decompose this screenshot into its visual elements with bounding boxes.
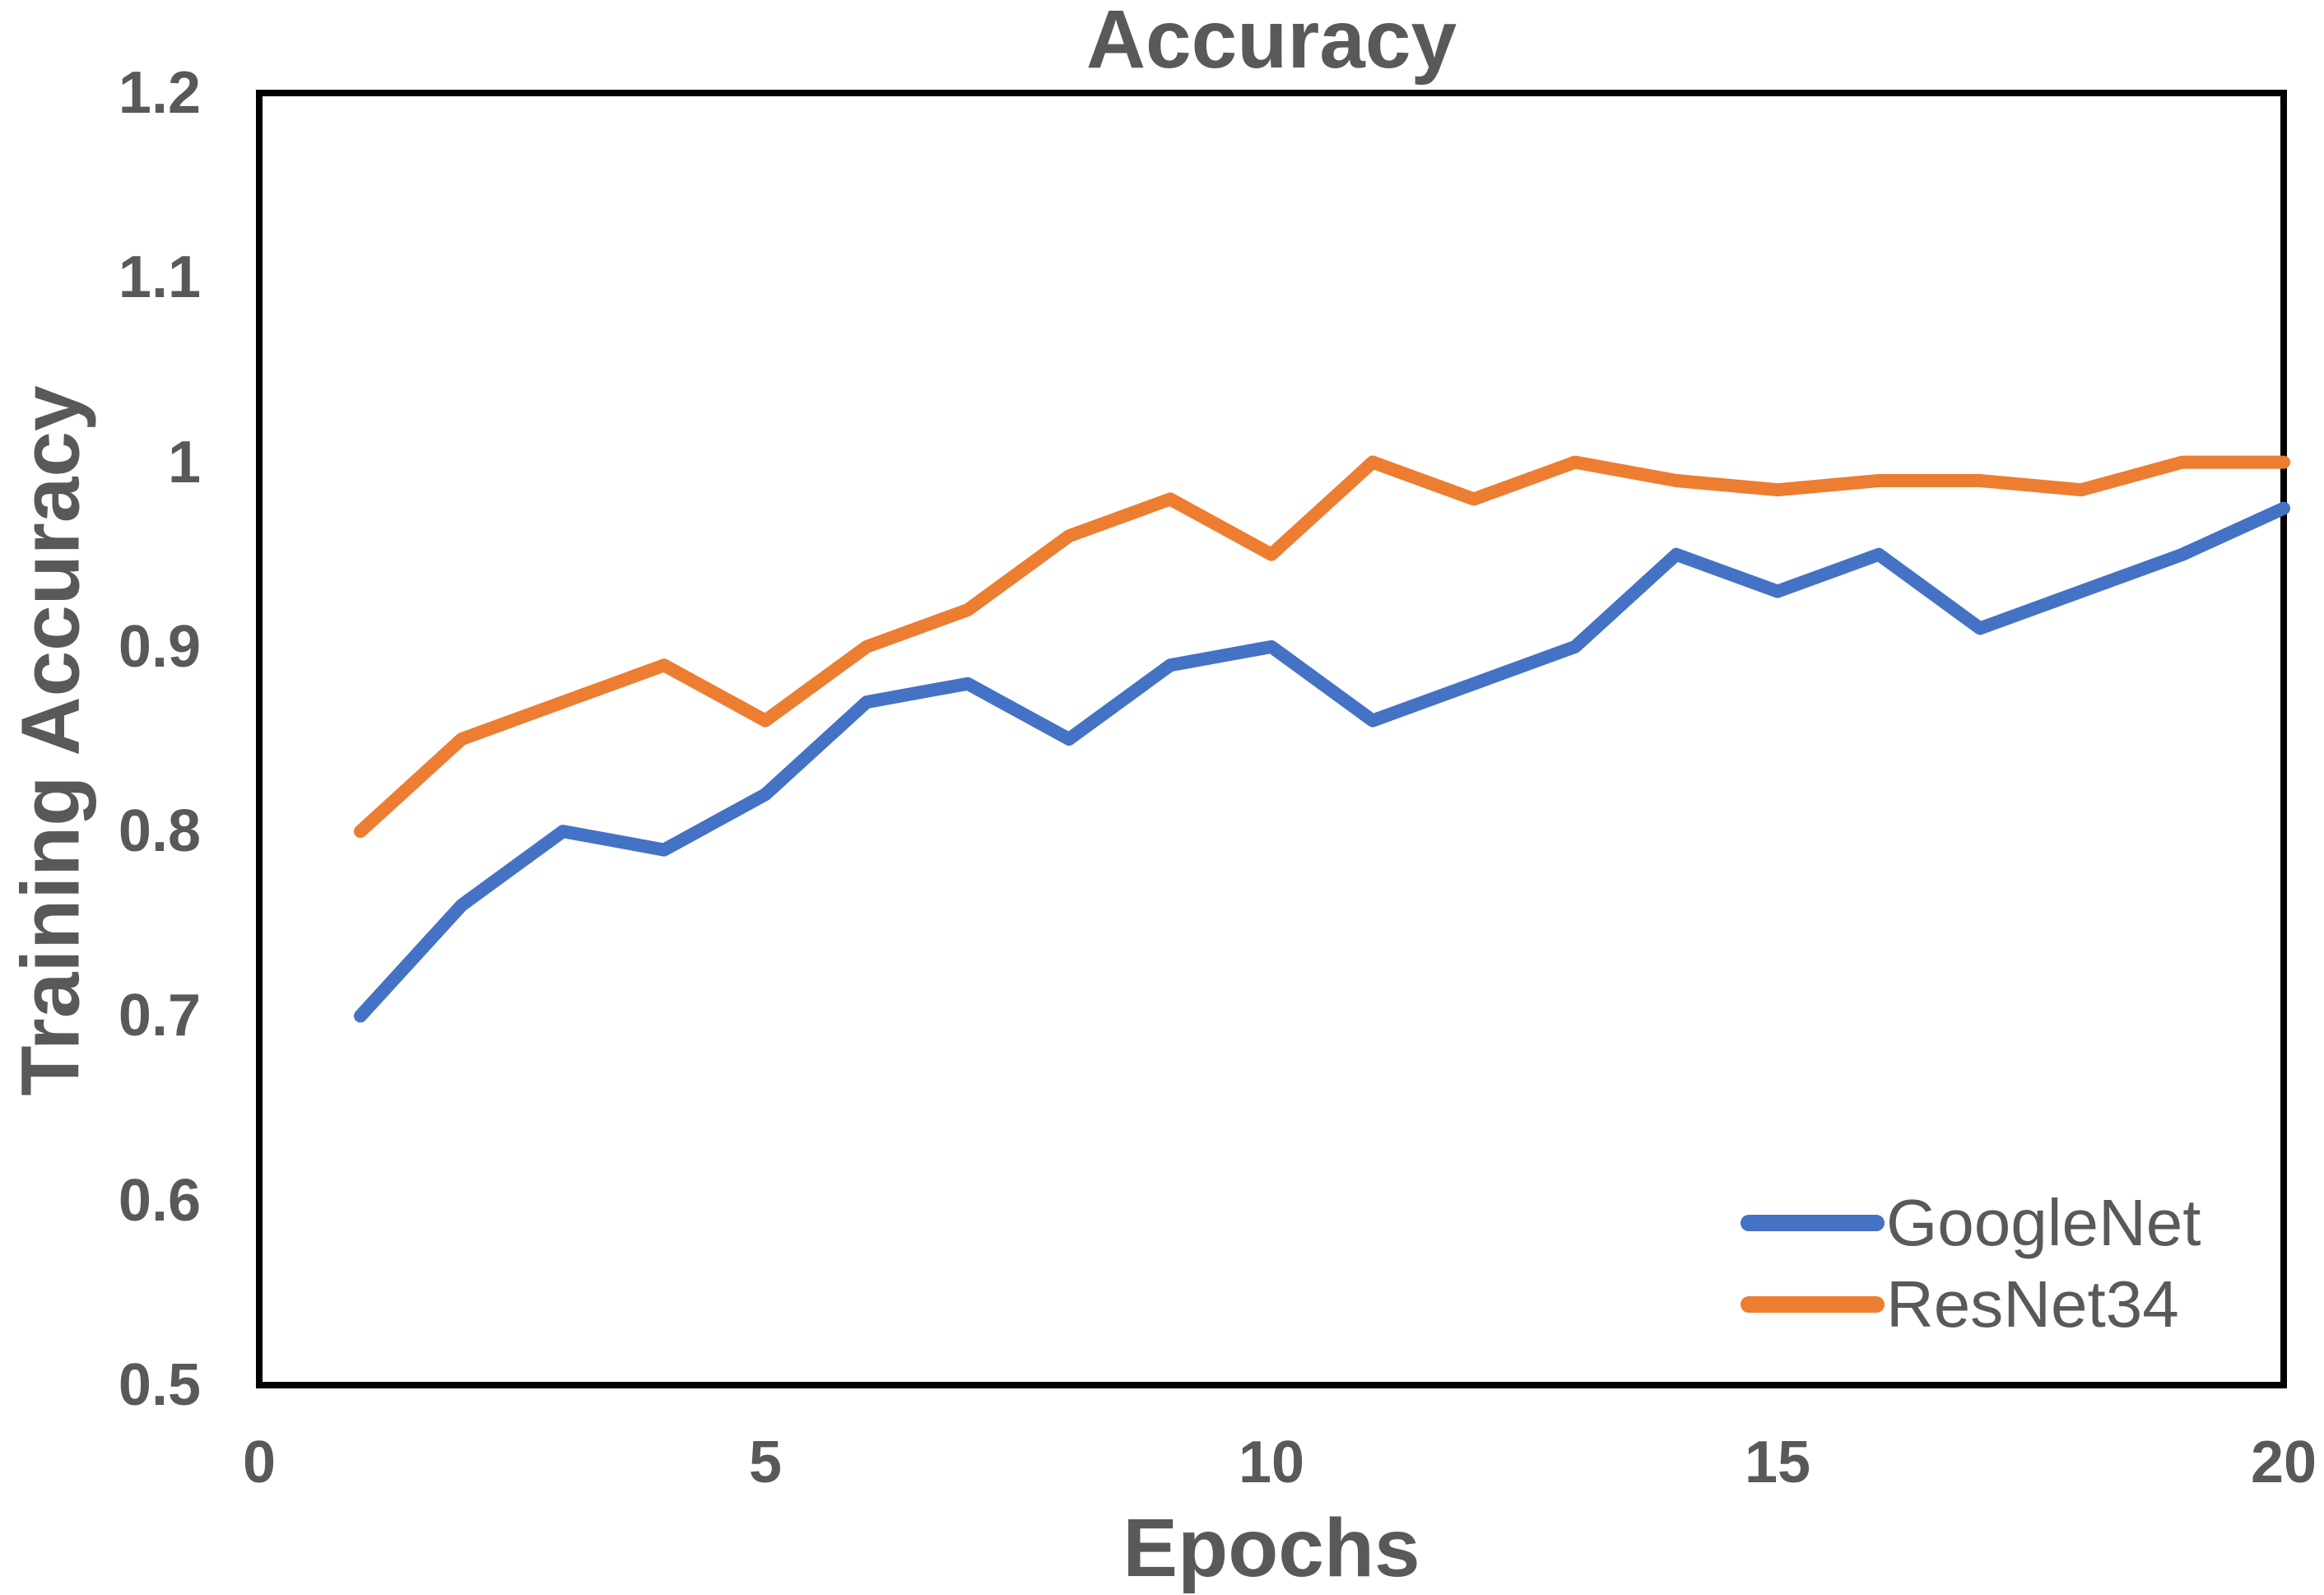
y-tick-label-1: 1: [167, 429, 201, 495]
plot-frame: [256, 90, 2287, 1388]
y-tick-label-0.5: 0.5: [118, 1352, 201, 1418]
y-tick-label-1.1: 1.1: [118, 244, 201, 311]
y-tick-label-0.8: 0.8: [118, 798, 201, 865]
legend-label-googlenet: GoogleNet: [1886, 1186, 2201, 1259]
x-tick-label-15: 15: [1744, 1430, 1811, 1495]
series-line-googlenet: [354, 501, 2290, 1023]
x-tick-label-5: 5: [748, 1430, 783, 1495]
x-axis-label: Epochs: [1122, 1502, 1420, 1594]
chart-title: Accuracy: [1085, 0, 1457, 86]
x-tick-label-10: 10: [1238, 1430, 1305, 1495]
legend-label-resnet34: ResNet34: [1886, 1267, 2179, 1341]
x-tick-label-0: 0: [242, 1430, 277, 1495]
y-tick-label-0.9: 0.9: [118, 613, 201, 680]
y-tick-label-0.6: 0.6: [118, 1167, 201, 1234]
y-tick-label-1.2: 1.2: [118, 60, 201, 126]
y-tick-label-0.7: 0.7: [118, 983, 201, 1049]
series-line-resnet34: [354, 455, 2290, 839]
x-tick-label-20: 20: [2250, 1430, 2317, 1495]
